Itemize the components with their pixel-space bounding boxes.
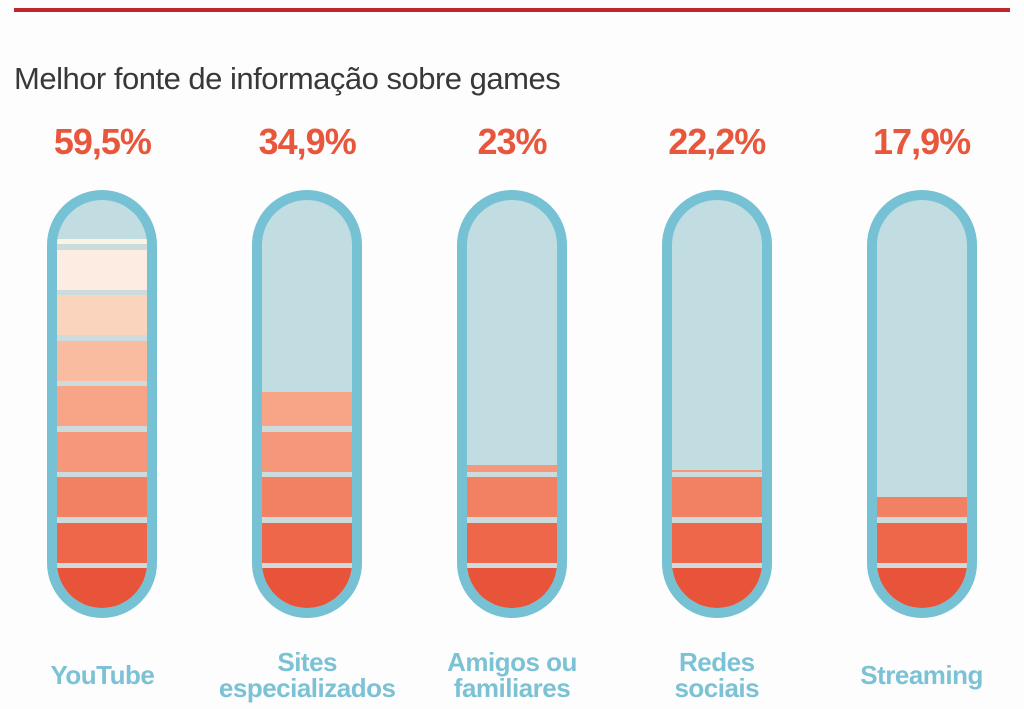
fill-band bbox=[262, 522, 353, 563]
tube-streaming bbox=[866, 190, 977, 618]
band-separator bbox=[57, 471, 148, 477]
category-label: YouTube bbox=[12, 645, 192, 705]
band-separator bbox=[876, 562, 967, 568]
category-label: Amigos ou familiares bbox=[422, 645, 602, 705]
tube-redes-sociais bbox=[661, 190, 772, 618]
value-label: 17,9% bbox=[873, 121, 971, 162]
fill-band bbox=[262, 391, 353, 426]
fill-band bbox=[466, 568, 557, 608]
fill-band bbox=[262, 477, 353, 517]
band-separator bbox=[57, 289, 148, 295]
column-sites-especializados: 34,9% Sites especializados bbox=[205, 118, 409, 705]
fill-band bbox=[262, 568, 353, 608]
fill-band bbox=[57, 340, 148, 381]
tube-amigos-ou-familiares bbox=[456, 190, 567, 618]
thermometer-chart: 59,5% YouTube 34,9% Sites especializados… bbox=[0, 118, 1024, 705]
value-label: 22,2% bbox=[668, 121, 766, 162]
fill-band bbox=[671, 477, 762, 517]
fill-band bbox=[671, 470, 762, 472]
fill-band bbox=[57, 295, 148, 335]
category-label: Sites especializados bbox=[217, 645, 397, 705]
band-separator bbox=[57, 244, 148, 250]
fill-band bbox=[262, 431, 353, 472]
tube-fill bbox=[57, 239, 148, 608]
category-label: Streaming bbox=[832, 645, 1012, 705]
band-separator bbox=[57, 426, 148, 432]
column-streaming: 17,9% Streaming bbox=[820, 118, 1024, 705]
tube-fill bbox=[262, 391, 353, 608]
tube-fill bbox=[671, 470, 762, 608]
category-line: YouTube bbox=[50, 660, 155, 690]
band-separator bbox=[466, 471, 557, 477]
band-separator bbox=[57, 380, 148, 386]
tube-youtube bbox=[47, 190, 158, 618]
band-separator bbox=[466, 517, 557, 523]
fill-band bbox=[466, 522, 557, 563]
fill-band bbox=[876, 522, 967, 563]
tube-sites-especializados bbox=[252, 190, 363, 618]
value-label: 23% bbox=[477, 121, 547, 162]
value-label: 34,9% bbox=[258, 121, 357, 162]
band-separator bbox=[876, 517, 967, 523]
band-separator bbox=[671, 562, 762, 568]
category-line: Redes bbox=[679, 647, 755, 677]
value-label: 59,5% bbox=[53, 121, 152, 162]
fill-band bbox=[57, 477, 148, 517]
band-separator bbox=[57, 562, 148, 568]
fill-band bbox=[57, 522, 148, 563]
fill-band bbox=[466, 465, 557, 472]
fill-band bbox=[671, 568, 762, 608]
fill-band bbox=[671, 522, 762, 563]
tube-fill bbox=[466, 465, 557, 608]
tube-fill bbox=[876, 497, 967, 608]
band-separator bbox=[262, 471, 353, 477]
chart-title: Melhor fonte de informação sobre games bbox=[14, 60, 561, 96]
category-line: especializados bbox=[218, 673, 396, 703]
fill-band bbox=[57, 386, 148, 426]
band-separator bbox=[262, 517, 353, 523]
category-line: familiares bbox=[453, 673, 571, 703]
column-youtube: 59,5% YouTube bbox=[0, 118, 204, 705]
fill-band bbox=[57, 431, 148, 472]
fill-band bbox=[57, 239, 148, 244]
category-line: sociais bbox=[674, 673, 760, 703]
band-separator bbox=[671, 471, 762, 477]
header-red-rule bbox=[14, 8, 1010, 12]
category-line: Amigos ou bbox=[447, 647, 577, 677]
fill-band bbox=[57, 568, 148, 608]
category-line: Sites bbox=[277, 647, 338, 677]
band-separator bbox=[671, 517, 762, 523]
fill-band bbox=[466, 477, 557, 517]
column-redes-sociais: 22,2% Redes sociais bbox=[615, 118, 819, 705]
fill-band bbox=[876, 497, 967, 517]
fill-band bbox=[57, 249, 148, 290]
band-separator bbox=[57, 335, 148, 341]
band-separator bbox=[466, 562, 557, 568]
band-separator bbox=[262, 426, 353, 432]
band-separator bbox=[57, 517, 148, 523]
column-amigos-ou-familiares: 23% Amigos ou familiares bbox=[410, 118, 614, 705]
category-line: Streaming bbox=[860, 660, 983, 690]
band-separator bbox=[262, 562, 353, 568]
category-label: Redes sociais bbox=[627, 645, 807, 705]
fill-band bbox=[876, 568, 967, 608]
